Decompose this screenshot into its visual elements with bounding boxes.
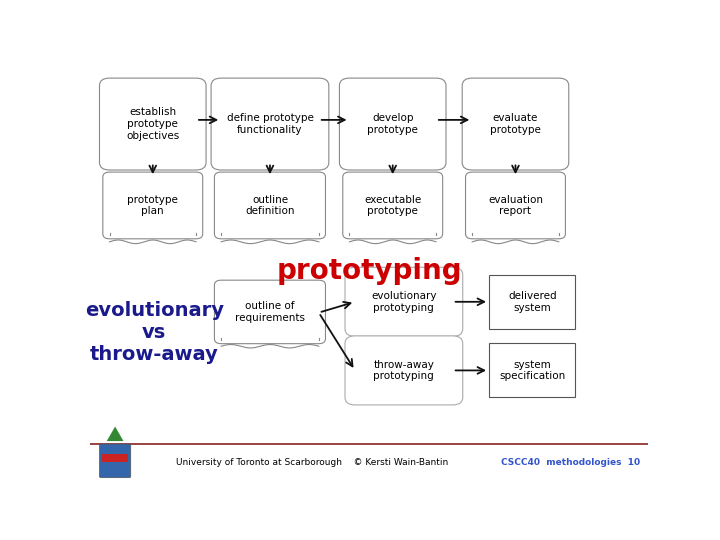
Text: develop
prototype: develop prototype — [367, 113, 418, 135]
Text: establish
prototype
objectives: establish prototype objectives — [126, 107, 179, 140]
Text: define prototype
functionality: define prototype functionality — [227, 113, 313, 135]
FancyBboxPatch shape — [343, 172, 443, 239]
Text: outline of
requirements: outline of requirements — [235, 301, 305, 323]
FancyBboxPatch shape — [339, 78, 446, 170]
FancyBboxPatch shape — [103, 172, 203, 239]
Bar — [489, 275, 575, 329]
FancyBboxPatch shape — [345, 267, 463, 336]
Text: University of Toronto at Scarborough    © Kersti Wain-Bantin: University of Toronto at Scarborough © K… — [176, 458, 449, 467]
Text: evolutionary
prototyping: evolutionary prototyping — [371, 291, 436, 313]
Text: system
specification: system specification — [499, 360, 565, 381]
Text: evaluation
report: evaluation report — [488, 194, 543, 216]
Text: evolutionary
vs
throw-away: evolutionary vs throw-away — [85, 301, 224, 365]
FancyBboxPatch shape — [345, 336, 463, 405]
FancyBboxPatch shape — [211, 78, 329, 170]
Text: outline
definition: outline definition — [246, 194, 294, 216]
FancyBboxPatch shape — [215, 172, 325, 239]
Text: CSCC40  methodologies  10: CSCC40 methodologies 10 — [500, 458, 639, 467]
Text: executable
prototype: executable prototype — [364, 194, 421, 216]
Bar — [102, 454, 128, 462]
Text: evaluate
prototype: evaluate prototype — [490, 113, 541, 135]
Polygon shape — [107, 427, 124, 441]
FancyBboxPatch shape — [462, 78, 569, 170]
Text: prototype
plan: prototype plan — [127, 194, 179, 216]
Bar — [351, 230, 435, 236]
FancyBboxPatch shape — [99, 444, 131, 478]
Bar — [111, 230, 195, 236]
Text: prototyping: prototyping — [276, 256, 462, 285]
FancyBboxPatch shape — [466, 172, 565, 239]
Bar — [473, 230, 557, 236]
FancyBboxPatch shape — [99, 78, 206, 170]
Bar — [222, 230, 318, 236]
Bar — [489, 343, 575, 397]
FancyBboxPatch shape — [215, 280, 325, 343]
Bar — [222, 334, 318, 341]
Text: throw-away
prototyping: throw-away prototyping — [374, 360, 434, 381]
Text: delivered
system: delivered system — [508, 291, 557, 313]
